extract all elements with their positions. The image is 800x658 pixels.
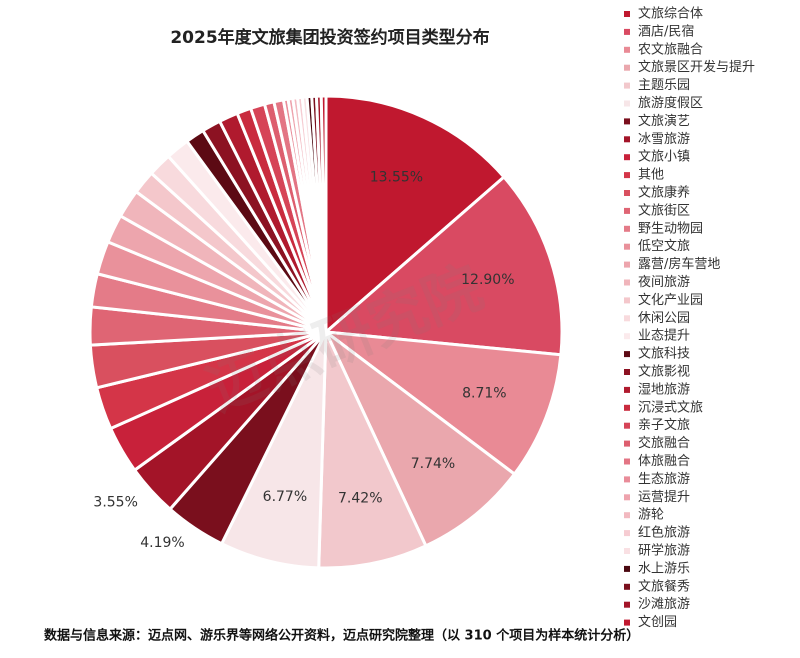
data-label: 7.74% <box>411 456 455 472</box>
data-label: 6.77% <box>263 489 307 505</box>
legend-swatch <box>624 243 630 250</box>
legend-swatch <box>624 136 630 143</box>
legend-label: 冰雪旅游 <box>638 132 690 147</box>
legend-label: 文旅街区 <box>638 203 690 218</box>
pie-slice <box>319 94 328 333</box>
legend-label: 文旅演艺 <box>638 113 690 129</box>
legend-label: 露营/房车营地 <box>638 256 720 272</box>
legend-swatch <box>624 512 630 519</box>
legend-swatch <box>624 82 630 89</box>
legend-swatch <box>624 530 630 537</box>
legend-label: 低空文旅 <box>638 239 690 254</box>
data-label: 8.71% <box>462 386 506 402</box>
legend-label: 文旅科技 <box>638 347 690 362</box>
legend-swatch <box>624 118 630 125</box>
data-label: 4.19% <box>140 535 184 551</box>
legend-swatch <box>624 100 630 107</box>
data-label: 12.90% <box>461 272 514 288</box>
legend-swatch <box>624 172 630 179</box>
legend-label: 交旅融合 <box>638 435 690 451</box>
legend-swatch <box>624 297 630 304</box>
legend-swatch <box>624 458 630 465</box>
legend-label: 生态旅游 <box>638 472 690 487</box>
legend-swatch <box>624 64 630 71</box>
legend-swatch <box>624 422 630 429</box>
legend-swatch <box>624 601 630 608</box>
legend-swatch <box>624 440 630 447</box>
pie-slice <box>322 174 564 357</box>
legend-label: 湿地旅游 <box>638 382 690 397</box>
legend-swatch <box>624 369 630 375</box>
legend-label: 文创园 <box>638 615 677 630</box>
legend-label: 文化产业园 <box>638 293 703 308</box>
legend-label: 文旅影视 <box>638 365 690 380</box>
legend-swatch <box>624 583 630 590</box>
source-note: 数据与信息来源：迈点网、游乐界等网络公开资料，迈点研究院整理（以 310 个项目… <box>44 628 639 644</box>
legend-label: 文旅小镇 <box>638 150 690 165</box>
legend-label: 游轮 <box>638 508 664 523</box>
legend-label: 夜间旅游 <box>638 275 690 290</box>
legend-label: 休闲公园 <box>638 311 690 326</box>
legend-swatch <box>624 46 630 53</box>
legend-swatch <box>624 619 630 626</box>
legend-swatch <box>624 548 630 554</box>
legend-label: 旅游度假区 <box>638 95 703 111</box>
legend-swatch <box>624 261 630 268</box>
legend-swatch <box>624 494 630 501</box>
legend-label: 酒店/民宿 <box>638 23 694 39</box>
legend-swatch <box>624 476 630 483</box>
legend-label: 亲子文旅 <box>638 418 690 433</box>
legend-swatch <box>624 351 630 358</box>
data-label: 7.42% <box>338 490 382 506</box>
legend-label: 文旅综合体 <box>638 7 703 22</box>
legend-label: 沉浸式文旅 <box>638 400 703 415</box>
legend-swatch <box>624 315 630 322</box>
legend-swatch <box>624 11 630 17</box>
legend-label: 体旅融合 <box>638 454 690 469</box>
legend-swatch <box>624 225 630 232</box>
pie-slice <box>324 330 517 548</box>
legend-swatch <box>624 565 630 572</box>
pie-slice <box>324 94 507 336</box>
legend-label: 农文旅融合 <box>638 42 703 57</box>
legend-swatch <box>624 279 630 286</box>
chart-title: 2025年度文旅集团投资签约项目类型分布 <box>170 27 489 48</box>
legend-swatch <box>624 28 630 35</box>
pie-slice <box>317 331 428 570</box>
legend-label: 运营提升 <box>638 489 690 505</box>
legend-label: 其他 <box>638 168 664 183</box>
legend-swatch <box>624 190 630 196</box>
legend-label: 沙滩旅游 <box>638 597 690 612</box>
data-label: 13.55% <box>370 169 423 185</box>
legend-swatch <box>624 404 630 411</box>
legend-label: 文旅景区开发与提升 <box>638 59 755 75</box>
legend-label: 文旅餐秀 <box>638 578 690 594</box>
legend-label: 野生动物园 <box>638 221 703 236</box>
legend-label: 主题乐园 <box>638 78 690 93</box>
data-label: 3.55% <box>93 495 137 511</box>
legend-swatch <box>624 154 630 161</box>
legend-label: 文旅康养 <box>638 185 690 201</box>
legend-swatch <box>624 333 630 340</box>
pie-slice <box>320 329 563 477</box>
legend-label: 研学旅游 <box>638 543 690 559</box>
legend-swatch <box>624 386 630 393</box>
legend-label: 业态提升 <box>638 328 690 344</box>
legend-label: 红色旅游 <box>638 525 690 541</box>
legend-label: 水上游乐 <box>638 561 690 576</box>
legend-swatch <box>624 207 630 214</box>
